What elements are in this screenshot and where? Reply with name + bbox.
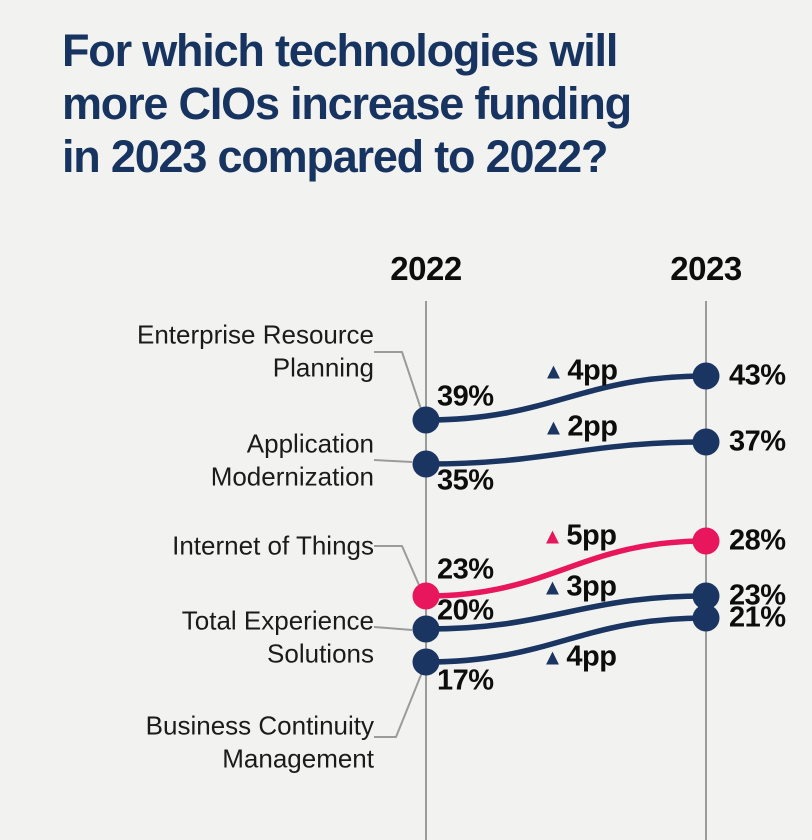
dot-2022-total-experience-solutions [412, 615, 440, 643]
category-label-line: Planning [272, 352, 374, 382]
category-label-application-modernization: Application Modernization [211, 427, 374, 493]
delta-label: 5pp [566, 519, 617, 552]
column-header-2022: 2022 [390, 250, 462, 287]
chart-title-line: more CIOs increase funding [62, 78, 632, 130]
chart-title-line: in 2023 compared to 2022? [62, 131, 608, 183]
category-label-line: Management [222, 743, 374, 773]
delta-annotation-application-modernization: ▲ 2pp [543, 411, 618, 444]
column-header-2023: 2023 [670, 250, 742, 287]
leader-line [373, 459, 413, 463]
value-2022-business-continuity-management: 17% [437, 664, 494, 697]
value-2022-internet-of-things: 23% [437, 553, 494, 586]
category-label-total-experience-solutions: Total Experience Solutions [182, 604, 374, 670]
category-label-line: Internet of Things [172, 530, 374, 561]
dot-2023-internet-of-things [692, 527, 720, 555]
value-2023-enterprise-resource-planning: 43% [729, 359, 786, 392]
slope-curve-application-modernization [423, 439, 709, 467]
increase-triangle-icon: ▲ [541, 574, 564, 599]
delta-annotation-enterprise-resource-planning: ▲ 4pp [543, 355, 618, 388]
category-label-line: Application [246, 428, 374, 459]
value-2022-enterprise-resource-planning: 39% [437, 380, 494, 413]
category-label-line: Business Continuity [145, 710, 374, 741]
slope-curve-enterprise-resource-planning [423, 373, 709, 423]
increase-triangle-icon: ▲ [541, 523, 564, 548]
dot-2022-internet-of-things [412, 582, 440, 610]
delta-label: 3pp [566, 570, 617, 603]
category-label-business-continuity-management: Business Continuity Management [146, 709, 374, 775]
dot-2023-total-experience-solutions [692, 582, 720, 610]
delta-annotation-total-experience-solutions: ▲ 3pp [542, 571, 617, 604]
category-label-line: Modernization [210, 461, 374, 491]
slope-curve-internet-of-things [423, 538, 709, 599]
dot-2023-application-modernization [692, 428, 720, 456]
increase-triangle-icon: ▲ [541, 644, 564, 669]
value-2023-total-experience-solutions: 23% [729, 579, 786, 612]
value-2023-internet-of-things: 28% [729, 524, 786, 557]
delta-label: 4pp [566, 640, 617, 673]
increase-triangle-icon: ▲ [542, 358, 565, 383]
category-label-enterprise-resource-planning: Enterprise Resource Planning [137, 318, 374, 384]
dot-2022-enterprise-resource-planning [412, 406, 440, 434]
value-2022-total-experience-solutions: 20% [437, 594, 494, 627]
value-2023-business-continuity-management: 21% [729, 601, 786, 634]
dot-2023-business-continuity-management [692, 604, 720, 632]
delta-label: 4pp [567, 354, 618, 387]
category-label-line: Solutions [267, 638, 374, 668]
chart-title: For which technologies will more CIOs in… [62, 24, 632, 183]
leader-line [374, 545, 420, 586]
leader-line [373, 626, 413, 631]
slope-curve-total-experience-solutions [423, 593, 709, 632]
value-2023-application-modernization: 37% [729, 425, 786, 458]
leader-line [374, 669, 424, 738]
chart-title-line: For which technologies will [62, 25, 618, 76]
category-label-line: Enterprise Resource [137, 319, 374, 350]
leader-line [374, 351, 422, 410]
category-label-internet-of-things: Internet of Things [172, 530, 374, 563]
delta-annotation-business-continuity-management: ▲ 4pp [542, 641, 617, 674]
delta-annotation-internet-of-things: ▲ 5pp [542, 520, 617, 553]
dot-2023-enterprise-resource-planning [692, 362, 720, 390]
increase-triangle-icon: ▲ [542, 414, 565, 439]
dot-2022-business-continuity-management [412, 648, 440, 676]
delta-label: 2pp [567, 410, 618, 443]
slope-curve-business-continuity-management [423, 615, 709, 665]
value-2022-application-modernization: 35% [437, 464, 494, 497]
category-label-line: Total Experience [181, 605, 374, 636]
dot-2022-application-modernization [412, 450, 440, 478]
